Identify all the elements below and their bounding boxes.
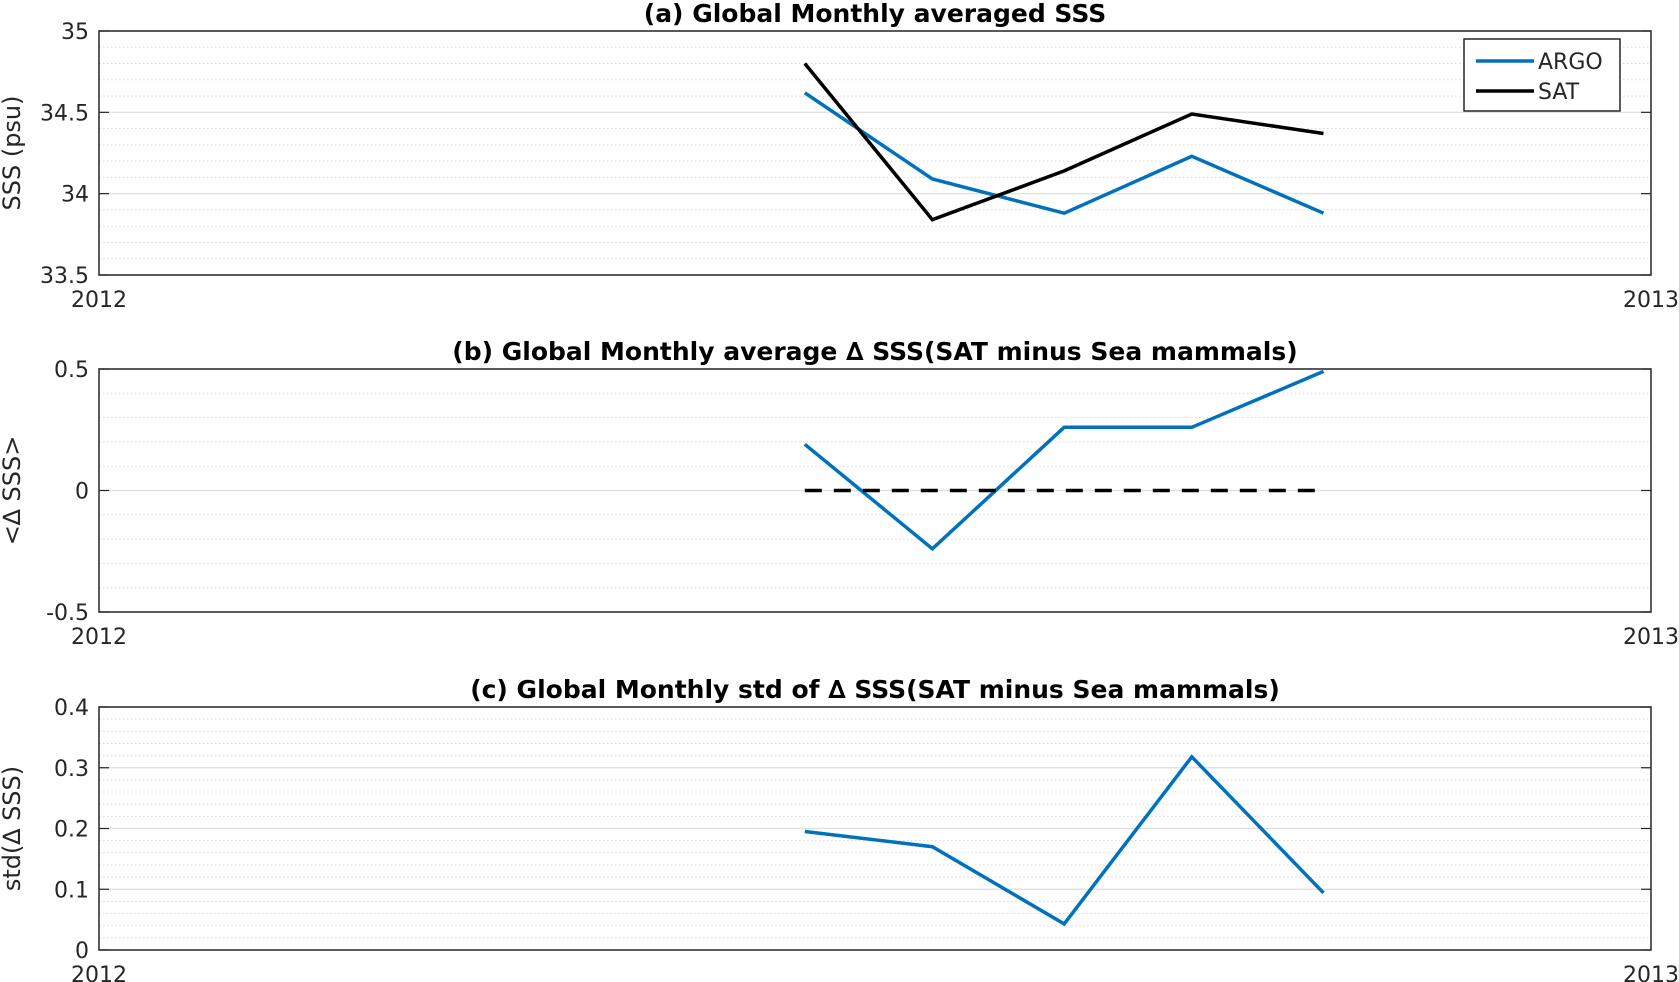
y-tick-label: 0.2 [54,818,89,843]
legend: ARGO SAT [1463,38,1621,112]
y-tick-label: 34.5 [40,101,89,126]
legend-label: ARGO [1538,50,1603,75]
chart-title: (c) Global Monthly std of ∆ SSS(SAT minu… [470,675,1280,704]
x-tick-label: 2013 [1623,963,1679,982]
chart-title: (b) Global Monthly average ∆ SSS(SAT min… [452,337,1297,366]
x-tick-label: 2012 [71,963,127,982]
chart-panel-1: 33.5 34 34.5 35 2012 2013 (a) Global Monthly a… [0,0,1679,313]
y-axis-label: SSS (psu) [0,95,26,210]
y-tick-label: 33.5 [40,264,89,289]
series-line-argo [803,91,1325,216]
y-tick-label: 0 [75,939,89,964]
y-tick-label: 0.4 [54,696,89,721]
y-tick-label: 0.1 [54,878,89,903]
series-line-1 [804,754,1325,927]
y-tick-label: 0.5 [54,358,89,383]
y-tick-label: -0.5 [46,601,89,626]
x-tick-label: 2013 [1623,288,1679,313]
chart-panel-3: 0 0.1 0.2 0.3 0.4 2012 2013 (c) Global Monthly … [0,675,1679,982]
y-tick-label: 34 [61,183,89,208]
y-axis-label: std(∆ SSS) [0,766,26,891]
y-tick-label: 0 [75,480,89,505]
x-tick-label: 2013 [1623,625,1679,650]
y-tick-label: 0.3 [54,757,89,782]
series-line-1 [803,369,1325,552]
axes-box [98,30,1652,276]
series-line-sat [803,62,1324,222]
x-tick-label: 2012 [71,625,127,650]
y-axis-label: <∆ SSS> [0,436,26,546]
chart-panel-2: -0.5 0 0.5 2012 2013 (b) Global Monthly avera… [0,337,1679,650]
legend-label: SAT [1538,80,1580,105]
y-tick-label: 35 [61,20,89,45]
chart-title: (a) Global Monthly averaged SSS [644,0,1106,28]
x-tick-label: 2012 [71,288,127,313]
legend-box [1463,38,1621,112]
